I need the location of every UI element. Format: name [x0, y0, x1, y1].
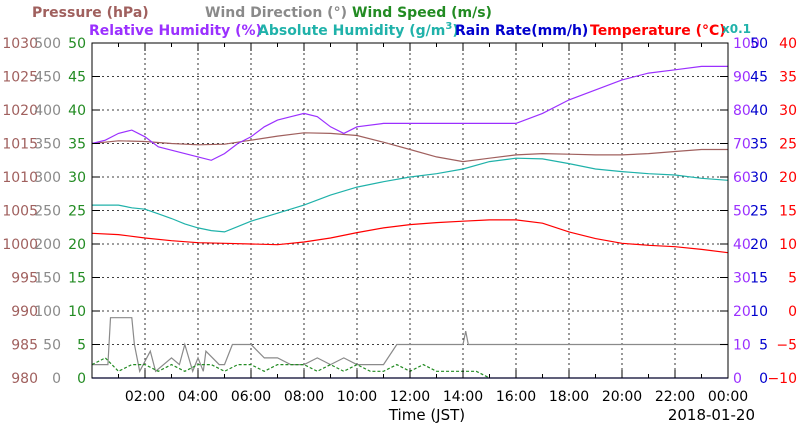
x-axis-label: Time (JST) [388, 406, 465, 424]
y-tick-label-rain_rate: 0 [759, 371, 768, 387]
y-tick-label-rain_rate: 5 [759, 338, 768, 354]
y-tick-label-relative_humidity: 0 [733, 371, 742, 387]
y-tick-label-temperature: 20 [779, 170, 797, 186]
series-line-relative-humidity [91, 65, 728, 161]
y-tick-label-wind_direction: 250 [34, 204, 61, 220]
y-tick-label-relative_humidity: 40 [733, 237, 751, 253]
y-tick-label-wind_speed: 30 [68, 170, 86, 186]
y-tick-label-wind_direction: 500 [34, 36, 61, 52]
y-tick-label-relative_humidity: 10 [733, 338, 751, 354]
y-tick-label-relative_humidity: 70 [733, 137, 751, 153]
legend-rain-rate: Rain Rate(mm/h) [455, 23, 588, 39]
y-tick-label-wind_direction: 450 [34, 70, 61, 86]
y-tick-label-pressure: 985 [11, 338, 38, 354]
y-tick-label-temperature: 0 [788, 304, 797, 320]
y-tick-label-wind_direction: 100 [34, 304, 61, 320]
y-tick-label-wind_speed: 40 [68, 103, 86, 119]
date-label: 2018-01-20 [668, 406, 755, 424]
y-tick-label-pressure: 1000 [2, 237, 38, 253]
legend: Pressure (hPa) Wind Direction (°) Wind S… [32, 5, 751, 39]
y-tick-label-temperature: 30 [779, 103, 797, 119]
y-tick-label-wind_speed: 45 [68, 70, 86, 86]
y-tick-label-rain_rate: 45 [750, 70, 768, 86]
y-tick-label-temperature: 40 [779, 36, 797, 52]
y-tick-label-relative_humidity: 80 [733, 103, 751, 119]
rain-scale-note: x0.1 [722, 22, 751, 36]
x-tick-label: 02:00 [125, 389, 165, 405]
y-tick-label-pressure: 995 [11, 271, 38, 287]
legend-absolute-humidity: Absolute Humidity (g/m3) [258, 21, 459, 39]
x-tick-label: 10:00 [337, 389, 377, 405]
y-tick-label-pressure: 1015 [2, 137, 38, 153]
y-tick-label-wind_direction: 150 [34, 271, 61, 287]
y-tick-label-rain_rate: 50 [750, 36, 768, 52]
legend-temperature: Temperature (°C) [590, 23, 726, 39]
y-tick-label-pressure: 1005 [2, 204, 38, 220]
y-tick-label-wind_speed: 0 [77, 371, 86, 387]
y-tick-label-wind_speed: 5 [77, 338, 86, 354]
series-line-wind-speed-m-s [91, 357, 490, 379]
x-tick-label: 12:00 [390, 389, 430, 405]
y-tick-label-temperature: 25 [779, 137, 797, 153]
y-tick-label-wind_direction: 300 [34, 170, 61, 186]
y-tick-label-wind_speed: 20 [68, 237, 86, 253]
x-tick-label: 20:00 [602, 389, 642, 405]
series-line-pressure-hpa [91, 132, 728, 163]
y-tick-label-rain_rate: 10 [750, 304, 768, 320]
y-tick-label-rain_rate: 40 [750, 103, 768, 119]
legend-relative-humidity: Relative Humidity (%) [89, 23, 262, 39]
y-tick-label-wind_speed: 25 [68, 204, 86, 220]
y-tick-label-wind_direction: 200 [34, 237, 61, 253]
y-tick-label-wind_direction: 50 [43, 338, 61, 354]
y-tick-label-temperature: 15 [779, 204, 797, 220]
y-tick-label-rain_rate: 15 [750, 271, 768, 287]
y-tick-label-wind_direction: 0 [52, 371, 61, 387]
y-tick-label-temperature: 35 [779, 70, 797, 86]
y-tick-label-rain_rate: 35 [750, 137, 768, 153]
y-tick-label-pressure: 1010 [2, 170, 38, 186]
y-tick-label-relative_humidity: 20 [733, 304, 751, 320]
y-tick-label-relative_humidity: 60 [733, 170, 751, 186]
x-tick-label: 22:00 [655, 389, 695, 405]
y-tick-label-wind_speed: 10 [68, 304, 86, 320]
legend-pressure: Pressure (hPa) [32, 5, 149, 21]
y-tick-label-temperature: 5 [788, 271, 797, 287]
x-tick-label: 14:00 [443, 389, 483, 405]
y-tick-label-relative_humidity: 100 [733, 36, 760, 52]
y-tick-label-rain_rate: 30 [750, 170, 768, 186]
y-tick-label-temperature: −5 [776, 338, 797, 354]
y-tick-label-pressure: 990 [11, 304, 38, 320]
x-tick-label: 16:00 [496, 389, 536, 405]
x-tick-label: 08:00 [284, 389, 324, 405]
y-tick-label-relative_humidity: 30 [733, 271, 751, 287]
y-tick-label-rain_rate: 25 [750, 204, 768, 220]
y-tick-label-temperature: −10 [767, 371, 797, 387]
y-tick-label-wind_direction: 350 [34, 137, 61, 153]
y-tick-label-wind_speed: 35 [68, 137, 86, 153]
y-tick-label-relative_humidity: 90 [733, 70, 751, 86]
y-tick-label-wind_direction: 400 [34, 103, 61, 119]
legend-wind-direction: Wind Direction (°) [205, 5, 347, 21]
series-line-temperature-c [91, 219, 729, 254]
x-tick-label: 06:00 [231, 389, 271, 405]
y-tick-label-pressure: 980 [11, 371, 38, 387]
y-tick-label-pressure: 1025 [2, 70, 38, 86]
axes: 02:00 04:00 06:00 08:00 10:00 12:00 14:00 16:00… [2, 36, 797, 405]
y-tick-label-relative_humidity: 50 [733, 204, 751, 220]
x-tick-label: 00:00 [708, 389, 748, 405]
legend-wind-speed: Wind Speed (m/s) [352, 5, 492, 21]
x-tick-label: 18:00 [549, 389, 589, 405]
y-tick-label-rain_rate: 20 [750, 237, 768, 253]
y-tick-label-wind_speed: 50 [68, 36, 86, 52]
series-line-absolute-humidity-g-m [92, 157, 729, 233]
grid [92, 43, 728, 378]
y-tick-label-pressure: 1020 [2, 103, 38, 119]
y-tick-label-temperature: 10 [779, 237, 797, 253]
series-line-wind-direction [92, 317, 728, 374]
y-tick-label-pressure: 1030 [2, 36, 38, 52]
x-tick-label: 04:00 [178, 389, 218, 405]
y-tick-label-wind_speed: 15 [68, 271, 86, 287]
